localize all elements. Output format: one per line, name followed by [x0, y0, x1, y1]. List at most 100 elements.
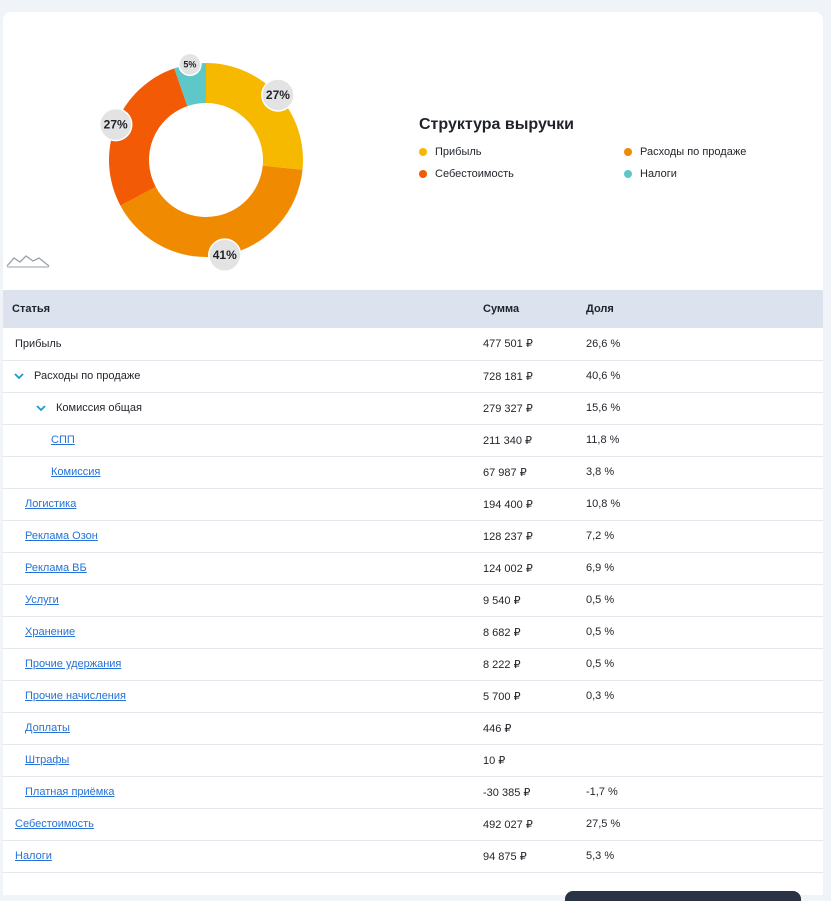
pie-slice[interactable] [120, 165, 303, 257]
cell-share: 27,5 % [586, 818, 621, 830]
row-link[interactable]: Налоги [15, 850, 52, 862]
cell-sum: 94 875 ₽ [483, 850, 527, 863]
cell-share: 0,3 % [586, 690, 615, 702]
table-row[interactable]: Расходы по продаже 728 181 ₽ 40,6 % [3, 360, 823, 392]
table-row: Услуги 9 540 ₽ 0,5 % [3, 584, 823, 616]
table-row: Штрафы 10 ₽ [3, 744, 823, 776]
table-row: Прочие удержания 8 222 ₽ 0,5 % [3, 648, 823, 680]
cell-sum: 211 340 ₽ [483, 434, 533, 447]
cell-name: Платная приёмка [3, 776, 483, 808]
cell-sum: 446 ₽ [483, 722, 512, 735]
chart-legend: Структура выручки Прибыль Расходы по прод… [419, 116, 779, 180]
revenue-structure-card: 27% 41% 27% 5% Структура выручки Прибыль Рас… [3, 12, 823, 895]
cell-sum: 728 181 ₽ [483, 370, 533, 383]
legend-dot [624, 148, 632, 156]
row-link[interactable]: Себестоимость [15, 818, 94, 830]
cell-share: 26,6 % [586, 337, 621, 350]
row-link[interactable]: Логистика [25, 498, 77, 510]
row-link[interactable]: Прочие начисления [25, 690, 126, 702]
cell-share: -1,7 % [586, 786, 618, 798]
cell-share: 0,5 % [586, 594, 615, 606]
data-label: 27% [104, 118, 128, 132]
row-link[interactable]: Платная приёмка [25, 786, 115, 798]
row-link[interactable]: Доплаты [25, 722, 70, 734]
table-row: Комиссия 67 987 ₽ 3,8 % [3, 456, 823, 488]
row-link[interactable]: Реклама ВБ [25, 562, 87, 574]
cell-share: 10,8 % [586, 498, 621, 510]
table-row: Хранение 8 682 ₽ 0,5 % [3, 616, 823, 648]
legend-item[interactable]: Прибыль [419, 146, 624, 158]
row-link[interactable]: Комиссия [51, 466, 101, 478]
cell-sum: 128 237 ₽ [483, 530, 533, 543]
table-row: Налоги 94 875 ₽ 5,3 % [3, 840, 823, 872]
chevron-down-icon[interactable] [36, 405, 46, 412]
cell-sum: 9 540 ₽ [483, 594, 521, 607]
cell-share: 7,2 % [586, 530, 615, 542]
legend-item[interactable]: Себестоимость [419, 168, 624, 180]
table-header-row: Статья Сумма Доля [3, 290, 823, 328]
row-link[interactable]: СПП [51, 434, 75, 446]
pie-slice[interactable] [108, 68, 188, 206]
table-row: Реклама ВБ 124 002 ₽ 6,9 % [3, 552, 823, 584]
data-label-badge [178, 52, 202, 77]
legend-dot [419, 170, 427, 178]
table-row: Прочие начисления 5 700 ₽ 0,3 % [3, 680, 823, 712]
cell-name: Себестоимость [3, 808, 483, 840]
cell-name: Логистика [3, 488, 483, 520]
cell-name: Прибыль [3, 328, 483, 360]
legend-dot [419, 148, 427, 156]
data-label-badge [208, 238, 242, 272]
legend-label: Себестоимость [435, 168, 514, 180]
table-row[interactable]: Комиссия общая 279 327 ₽ 15,6 % [3, 392, 823, 424]
row-label: Комиссия общая [56, 402, 142, 414]
row-label: Расходы по продаже [34, 370, 141, 382]
cell-name: Доплаты [3, 712, 483, 744]
cell-share: 15,6 % [586, 402, 621, 414]
chart-sparkline-icon[interactable] [6, 252, 50, 268]
table-row: Себестоимость 492 027 ₽ 27,5 % [3, 808, 823, 840]
legend-dot [624, 170, 632, 178]
header-sum[interactable]: Сумма [483, 303, 520, 315]
header-share[interactable]: Доля [586, 303, 614, 315]
cell-sum: 10 ₽ [483, 754, 506, 767]
cell-name: Хранение [3, 616, 483, 648]
table-row: Логистика 194 400 ₽ 10,8 % [3, 488, 823, 520]
cell-share: 0,5 % [586, 658, 615, 670]
row-link[interactable]: Реклама Озон [25, 530, 98, 542]
cell-sum: 477 501 ₽ [483, 338, 533, 351]
row-label: Прибыль [15, 337, 62, 350]
cell-share: 6,9 % [586, 562, 615, 574]
pie-slice[interactable] [174, 63, 206, 107]
cell-share [586, 712, 823, 744]
legend-label: Прибыль [435, 146, 482, 158]
cell-name: Штрафы [3, 744, 483, 776]
data-label: 41% [213, 248, 237, 262]
chart-title: Структура выручки [419, 116, 574, 133]
header-name[interactable]: Статья [12, 303, 51, 315]
cell-sum: 279 327 ₽ [483, 402, 533, 415]
row-link[interactable]: Прочие удержания [25, 658, 122, 670]
cell-sum: 5 700 ₽ [483, 690, 521, 703]
chart-area: 27% 41% 27% 5% Структура выручки Прибыль Рас… [3, 12, 823, 290]
legend-item[interactable]: Расходы по продаже [624, 146, 774, 158]
bottom-floating-bar[interactable] [565, 891, 801, 901]
table-row: СПП 211 340 ₽ 11,8 % [3, 424, 823, 456]
table-row: Платная приёмка -30 385 ₽ -1,7 % [3, 776, 823, 808]
chevron-down-icon[interactable] [14, 373, 24, 380]
cell-name: Комиссия общая [3, 392, 483, 424]
row-link[interactable]: Услуги [25, 594, 59, 606]
data-label-badge [261, 78, 295, 112]
legend-item[interactable]: Налоги [624, 168, 774, 180]
cell-sum: 124 002 ₽ [483, 562, 533, 575]
row-link[interactable]: Штрафы [25, 754, 70, 766]
cell-share: 11,8 % [586, 434, 620, 446]
legend-label: Расходы по продаже [640, 146, 747, 158]
cell-sum: -30 385 ₽ [483, 786, 531, 799]
pie-slice[interactable] [206, 63, 303, 170]
donut-chart: 27% 41% 27% 5% [98, 52, 303, 272]
data-label-badge [98, 107, 133, 142]
cell-share: 40,6 % [586, 370, 621, 382]
row-link[interactable]: Хранение [25, 626, 76, 638]
data-label: 5% [183, 59, 196, 69]
cell-name: Услуги [3, 584, 483, 616]
